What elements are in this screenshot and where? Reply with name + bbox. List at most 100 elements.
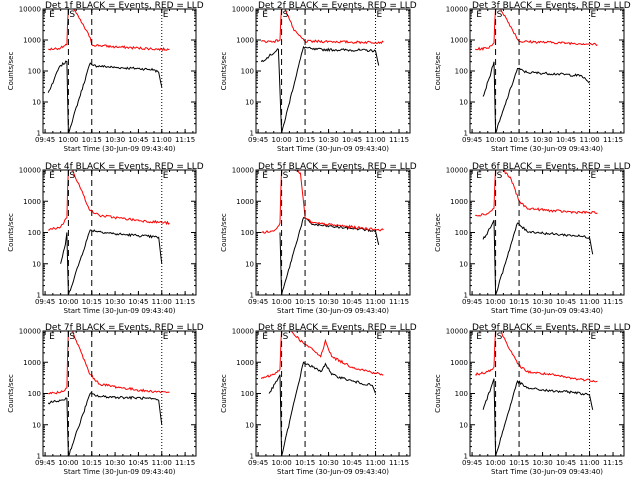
x-axis-label: Start Time (30-Jun-09 09:43:40) bbox=[64, 145, 176, 153]
x-tick-label: 10:00 bbox=[271, 459, 291, 467]
x-tick-label: 11:15 bbox=[175, 459, 195, 467]
y-tick-label: 1000 bbox=[236, 198, 254, 206]
plot-frame bbox=[255, 169, 411, 296]
x-tick-label: 10:45 bbox=[128, 459, 148, 467]
event-marker-label: E bbox=[591, 171, 597, 181]
y-tick-label: 10000 bbox=[19, 6, 41, 14]
series-line-lld bbox=[475, 331, 598, 383]
x-tick-label: 10:45 bbox=[128, 298, 148, 306]
x-tick-label: 10:00 bbox=[271, 136, 291, 144]
x-tick-label: 09:45 bbox=[248, 298, 268, 306]
y-tick-label: 1000 bbox=[236, 359, 254, 367]
series-line-events bbox=[268, 361, 376, 456]
x-tick-label: 10:30 bbox=[105, 459, 125, 467]
x-tick-label: 10:15 bbox=[509, 298, 529, 306]
event-marker-label: S bbox=[497, 10, 503, 20]
x-tick-label: 11:15 bbox=[389, 459, 409, 467]
y-tick-label: 10000 bbox=[446, 167, 468, 175]
x-tick-label: 11:15 bbox=[603, 298, 623, 306]
y-tick-label: 10 bbox=[459, 421, 468, 429]
event-marker-label: E bbox=[476, 171, 482, 181]
x-tick-label: 11:15 bbox=[603, 459, 623, 467]
x-tick-label: 11:15 bbox=[389, 298, 409, 306]
x-tick-label: 11:00 bbox=[365, 459, 385, 467]
x-axis-label: Start Time (30-Jun-09 09:43:40) bbox=[491, 145, 603, 153]
event-marker-label: S bbox=[497, 332, 503, 342]
event-marker-label: S bbox=[283, 10, 289, 20]
plot-frame bbox=[255, 330, 411, 457]
x-tick-label: 11:00 bbox=[152, 298, 172, 306]
y-tick-label: 10 bbox=[32, 260, 41, 268]
plot-title: Det 5f BLACK = Events, RED = LLD bbox=[258, 162, 417, 172]
y-tick-label: 100 bbox=[455, 68, 468, 76]
x-tick-label: 09:45 bbox=[462, 459, 482, 467]
event-marker-label: E bbox=[163, 171, 169, 181]
event-marker-label: S bbox=[497, 171, 503, 181]
x-tick-label: 10:30 bbox=[318, 459, 338, 467]
series-line-lld bbox=[48, 170, 170, 231]
y-tick-label: 1000 bbox=[23, 359, 41, 367]
x-tick-label: 10:15 bbox=[82, 459, 102, 467]
series-line-lld bbox=[260, 331, 384, 379]
plot-title: Det 8f BLACK = Events, RED = LLD bbox=[258, 323, 417, 333]
series-line-events bbox=[60, 229, 163, 295]
event-marker-label: S bbox=[69, 332, 75, 342]
event-marker-label: S bbox=[69, 171, 75, 181]
plot-title: Det 1f BLACK = Events, RED = LLD bbox=[45, 1, 204, 11]
x-tick-label: 10:30 bbox=[532, 298, 552, 306]
x-tick-label: 11:00 bbox=[152, 459, 172, 467]
plot-title: Det 3f BLACK = Events, RED = LLD bbox=[472, 1, 631, 11]
x-tick-label: 10:15 bbox=[295, 459, 315, 467]
plot-frame bbox=[469, 8, 625, 134]
plot-frame bbox=[469, 330, 625, 457]
x-axis-label: Start Time (30-Jun-09 09:43:40) bbox=[491, 468, 603, 476]
y-tick-label: 10000 bbox=[446, 328, 468, 336]
x-tick-label: 09:45 bbox=[35, 298, 55, 306]
x-tick-label: 10:30 bbox=[318, 298, 338, 306]
x-tick-label: 11:00 bbox=[579, 136, 599, 144]
x-axis-label: Start Time (30-Jun-09 09:43:40) bbox=[277, 145, 389, 153]
series-line-events bbox=[279, 217, 380, 295]
y-axis-label: Counts/sec bbox=[220, 52, 228, 91]
event-marker-label: E bbox=[163, 332, 169, 342]
event-marker-label: E bbox=[49, 171, 55, 181]
y-axis-label: Counts/sec bbox=[220, 213, 228, 252]
plot-frame bbox=[469, 169, 625, 296]
plot-title: Det 7f BLACK = Events, RED = LLD bbox=[45, 323, 204, 333]
x-tick-label: 11:15 bbox=[175, 136, 195, 144]
x-tick-label: 09:45 bbox=[248, 459, 268, 467]
event-marker-label: E bbox=[262, 171, 268, 181]
x-tick-label: 09:45 bbox=[462, 136, 482, 144]
y-axis-label: Counts/sec bbox=[434, 52, 442, 91]
y-tick-label: 1 bbox=[37, 453, 41, 461]
x-tick-label: 10:30 bbox=[532, 136, 552, 144]
x-tick-label: 10:00 bbox=[58, 136, 78, 144]
plot-frame bbox=[42, 169, 197, 296]
y-tick-label: 100 bbox=[241, 68, 254, 76]
plot-title: Det 4f BLACK = Events, RED = LLD bbox=[45, 162, 204, 172]
x-tick-label: 11:00 bbox=[365, 136, 385, 144]
series-line-events bbox=[260, 45, 380, 133]
y-axis-label: Counts/sec bbox=[220, 374, 228, 413]
x-tick-label: 10:15 bbox=[82, 136, 102, 144]
x-tick-label: 09:45 bbox=[462, 298, 482, 306]
y-tick-label: 10 bbox=[32, 421, 41, 429]
x-tick-label: 10:45 bbox=[342, 136, 362, 144]
y-axis-label: Counts/sec bbox=[434, 374, 442, 413]
y-axis-label: Counts/sec bbox=[434, 213, 442, 252]
event-marker-label: E bbox=[591, 332, 597, 342]
series-line-events bbox=[482, 378, 594, 456]
x-tick-label: 10:45 bbox=[342, 459, 362, 467]
y-tick-label: 1 bbox=[250, 453, 254, 461]
x-tick-label: 10:00 bbox=[58, 298, 78, 306]
y-tick-label: 1 bbox=[37, 292, 41, 300]
x-tick-label: 11:15 bbox=[603, 136, 623, 144]
y-tick-label: 100 bbox=[28, 390, 41, 398]
x-axis-label: Start Time (30-Jun-09 09:43:40) bbox=[277, 307, 389, 315]
